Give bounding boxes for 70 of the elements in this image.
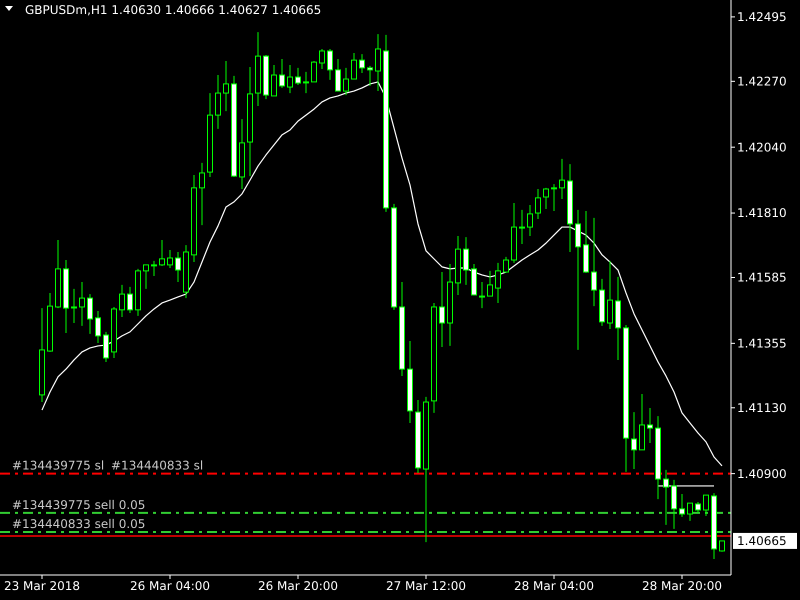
x-tick-label: 26 Mar 20:00	[258, 579, 338, 593]
candlestick	[95, 310, 101, 344]
candlestick	[631, 412, 637, 470]
candlestick	[303, 71, 309, 94]
candlestick	[319, 48, 325, 70]
candlestick	[103, 331, 109, 362]
candlestick	[479, 282, 485, 309]
y-tick-label: 1.41810	[737, 206, 787, 220]
candlestick	[151, 260, 157, 277]
annotation: #134440833 sl	[111, 458, 204, 473]
candlestick	[175, 251, 181, 283]
candlestick	[199, 162, 205, 226]
candlestick	[159, 239, 165, 267]
candlestick	[343, 67, 349, 96]
candlestick	[295, 67, 301, 86]
y-tick-label: 1.42270	[737, 74, 787, 89]
candlestick	[351, 52, 357, 80]
candlestick	[695, 501, 701, 514]
candlestick	[439, 272, 445, 348]
candlestick	[119, 284, 125, 318]
x-tick-label: 28 Mar 20:00	[642, 579, 722, 593]
candlestick	[287, 64, 293, 94]
candlestick	[223, 60, 229, 112]
y-tick-label: 1.41355	[737, 336, 787, 351]
candlestick	[271, 64, 277, 96]
ref-line-label: #134439775 sl	[12, 458, 104, 473]
text: 1.40665	[737, 534, 787, 548]
candlestick	[487, 270, 493, 297]
candlestick	[551, 184, 557, 212]
x-tick-label: 26 Mar 04:00	[130, 579, 210, 593]
ref-line-label: #134440833 sell 0.05	[12, 517, 146, 532]
candlestick	[679, 493, 685, 518]
candlestick	[703, 494, 709, 517]
candlestick	[71, 288, 77, 324]
candlestick	[215, 74, 221, 130]
candlestick	[503, 256, 509, 274]
candlestick	[127, 286, 133, 314]
candlestick	[527, 204, 533, 236]
chart-title: GBPUSDm,H1 1.40630 1.40666 1.40627 1.40665	[25, 3, 322, 17]
candlestick	[327, 48, 333, 80]
y-tick-label: 1.42495	[737, 10, 787, 24]
y-tick-label: 1.40900	[737, 466, 787, 481]
candlestick	[519, 209, 525, 244]
y-tick-label: 1.42040	[737, 140, 787, 154]
candlestick	[647, 408, 653, 444]
candlestick	[535, 188, 541, 220]
candlestick	[279, 58, 285, 88]
y-tick-label: 1.41130	[737, 400, 787, 415]
candlestick	[575, 209, 581, 350]
candlestick	[143, 264, 149, 290]
x-tick-label: 28 Mar 04:00	[514, 579, 594, 593]
candlestick	[607, 260, 613, 330]
candlestick	[87, 294, 93, 334]
x-tick-label: 23 Mar 2018	[4, 579, 80, 593]
candlestick	[591, 217, 597, 307]
candlestick	[719, 540, 725, 552]
candlestick	[359, 54, 365, 74]
candlestick	[167, 249, 173, 269]
candlestick	[559, 158, 565, 200]
ref-line-label: #134439775 sell 0.05	[12, 498, 146, 512]
y-tick-label: 1.41585	[737, 270, 787, 285]
candlestick	[495, 262, 501, 304]
candlestick	[79, 282, 85, 326]
candlestick	[375, 34, 381, 92]
candlestick	[543, 187, 549, 210]
candlestick	[335, 58, 341, 92]
candlestick	[311, 60, 317, 82]
candlestick	[463, 236, 469, 286]
candlestick	[687, 502, 693, 522]
x-tick-label: 27 Mar 12:00	[386, 579, 466, 593]
